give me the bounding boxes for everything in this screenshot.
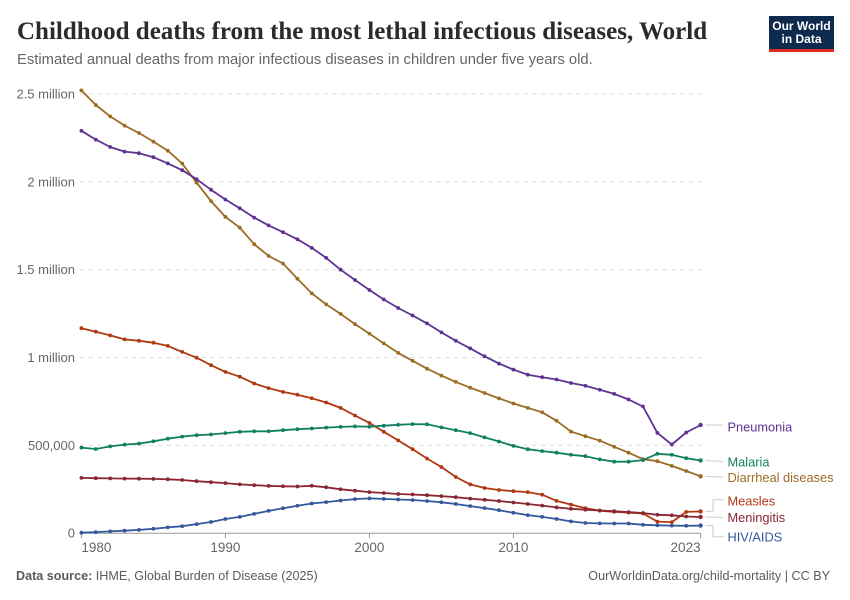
svg-text:2010: 2010 — [498, 540, 528, 555]
svg-text:0: 0 — [68, 526, 75, 541]
svg-text:Malaria: Malaria — [728, 455, 771, 470]
svg-text:2000: 2000 — [354, 540, 384, 555]
svg-text:2023: 2023 — [671, 540, 701, 555]
svg-text:1990: 1990 — [210, 540, 240, 555]
svg-text:1.5 million: 1.5 million — [16, 262, 75, 277]
svg-text:Measles: Measles — [728, 494, 776, 509]
svg-text:2.5 million: 2.5 million — [16, 87, 75, 102]
svg-text:Pneumonia: Pneumonia — [728, 420, 794, 435]
svg-text:500,000: 500,000 — [28, 438, 75, 453]
svg-text:HIV/AIDS: HIV/AIDS — [728, 529, 783, 544]
svg-text:Meningitis: Meningitis — [728, 510, 786, 525]
svg-text:2 million: 2 million — [27, 174, 75, 189]
svg-text:1980: 1980 — [81, 540, 111, 555]
svg-text:1 million: 1 million — [27, 350, 75, 365]
svg-text:Diarrheal diseases: Diarrheal diseases — [728, 470, 834, 485]
